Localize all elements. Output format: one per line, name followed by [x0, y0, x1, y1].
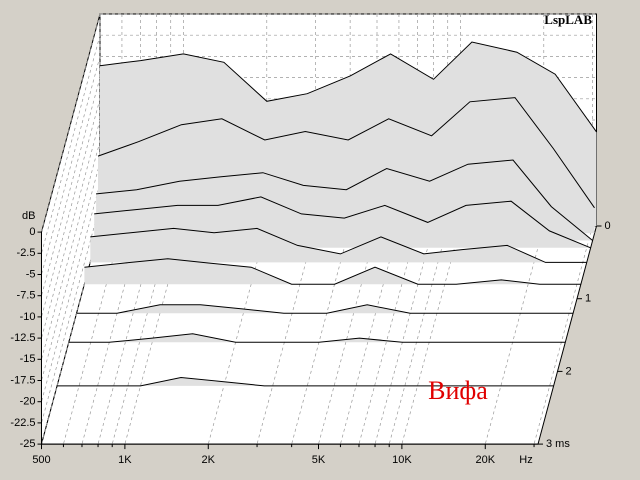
- z-tick-label: 2: [565, 365, 571, 377]
- grid-line: [41, 56, 101, 275]
- y-tick-label: -5: [26, 268, 36, 280]
- z-tick-label: 3 ms: [546, 438, 570, 450]
- slice-line: [97, 97, 595, 209]
- slice-line: [94, 196, 591, 249]
- slice-line: [96, 159, 593, 241]
- x-tick-label: 500: [32, 454, 50, 466]
- grid-line: [41, 204, 101, 423]
- grid-line: [41, 141, 101, 360]
- grid-line: [41, 35, 101, 254]
- grid-line: [41, 225, 101, 445]
- y-tick-label: -22.5: [10, 417, 35, 429]
- grid-line: [41, 77, 101, 296]
- slice-line: [99, 41, 597, 133]
- x-tick-label: 2K: [202, 454, 216, 466]
- slice-area: [68, 333, 566, 343]
- watermark: LspLAB: [544, 12, 592, 27]
- y-tick-label: -12.5: [10, 332, 35, 344]
- z-tick-label: 0: [604, 220, 610, 232]
- x-tick-label: 20K: [475, 454, 495, 466]
- slice-line: [84, 258, 581, 285]
- slice-area: [76, 304, 574, 314]
- grid-line: [41, 183, 101, 402]
- slice-area: [90, 228, 587, 263]
- slice-line: [57, 376, 554, 387]
- slice-area: [57, 377, 554, 386]
- y-tick-label: -20: [20, 396, 36, 408]
- slice-line: [90, 227, 587, 263]
- grid-line: [41, 119, 101, 339]
- grid-line: [41, 162, 101, 381]
- slice-line: [76, 304, 574, 314]
- x-axis-label: Hz: [519, 454, 532, 466]
- z-tick-label: 1: [585, 293, 591, 305]
- y-tick-label: -17.5: [10, 374, 35, 386]
- y-tick-label: -10: [20, 311, 36, 323]
- y-axis-label: dB: [22, 210, 35, 222]
- x-tick-label: 5K: [312, 454, 326, 466]
- x-tick-label: 1K: [118, 454, 132, 466]
- y-tick-label: -7.5: [17, 290, 36, 302]
- grid-line: [41, 98, 101, 317]
- y-tick-label: -25: [20, 438, 36, 450]
- annotation: Вифа: [428, 376, 488, 405]
- grid-line: [41, 13, 101, 233]
- x-tick-label: 10K: [392, 454, 412, 466]
- y-tick-label: -2.5: [17, 247, 36, 259]
- slice-area: [84, 258, 581, 285]
- slice-line: [68, 333, 566, 343]
- y-tick-label: -15: [20, 353, 36, 365]
- y-tick-label: 0: [29, 226, 35, 238]
